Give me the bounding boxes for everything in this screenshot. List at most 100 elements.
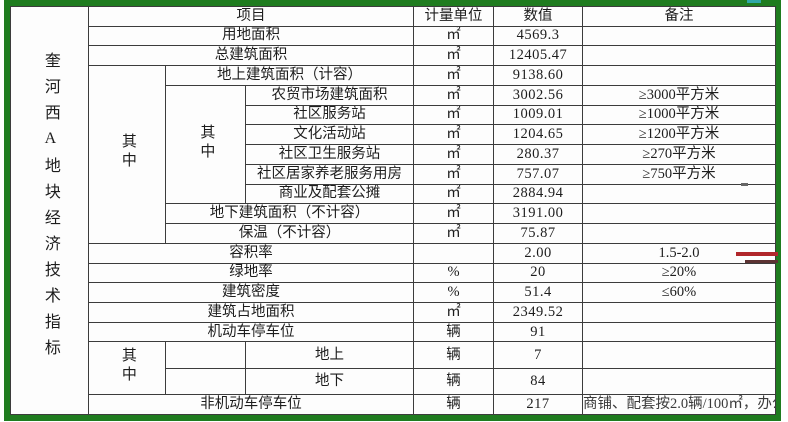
remark-cell: ≥1200平方米	[582, 124, 776, 146]
table-row: 建筑密度 % 51.4 ≤60%	[11, 282, 776, 304]
unit-cell: ㎡	[413, 203, 494, 225]
item-cell: 地下建筑面积（不计容）	[165, 203, 414, 225]
remark-cell: ≥20%	[582, 262, 776, 284]
remark-cell: ≥750平方米	[582, 163, 776, 185]
red-line-mark	[736, 252, 778, 256]
value-cell: 2349.52	[493, 302, 583, 323]
item-cell: 文化活动站	[245, 124, 414, 146]
side-title: 奎河西A地块经济技术指标	[41, 51, 59, 365]
unit-cell: ㎡	[413, 65, 494, 86]
table-row: 社区卫生服务站 ㎡ 280.37 ≥270平方米	[11, 144, 776, 165]
table-row: 容积率 2.00 1.5-2.0	[11, 242, 776, 264]
value-cell: 757.07	[493, 163, 583, 185]
remark-cell	[582, 183, 776, 205]
remark-cell	[582, 321, 776, 343]
empty-cell	[165, 341, 246, 369]
unit-cell: ㎡	[413, 104, 494, 126]
unit-cell: ㎡	[413, 223, 494, 244]
table-row: 地下 辆 84	[11, 367, 776, 396]
item-cell: 地上	[245, 341, 414, 369]
value-cell: 3002.56	[493, 84, 583, 106]
table-row: 非机动车停车位 辆 217 商铺、配套按2.0辆/100㎡，办公0.3辆/100…	[11, 394, 776, 415]
unit-cell: ㎡	[413, 84, 494, 106]
value-cell: 280.37	[493, 144, 583, 165]
item-cell: 用地面积	[88, 25, 414, 47]
unit-cell: ㎡	[413, 144, 494, 165]
header-unit: 计量单位	[413, 6, 494, 27]
table-row: 商业及配套公摊 ㎡ 2884.94	[11, 183, 776, 205]
table-row: 总建筑面积 ㎡ 12405.47	[11, 45, 776, 67]
item-cell: 保温（不计容）	[165, 223, 414, 244]
remark-cell	[582, 203, 776, 225]
table-row: 绿地率 % 20 ≥20%	[11, 262, 776, 284]
remark-note-cell: 商铺、配套按2.0辆/100㎡，办公0.3辆/100㎡	[582, 394, 776, 415]
teal-mark	[747, 0, 761, 3]
table-row: 文化活动站 ㎡ 1204.65 ≥1200平方米	[11, 124, 776, 146]
unit-cell: 辆	[413, 341, 494, 369]
table-row: 其中 地上建筑面积（计容） ㎡ 9138.60	[11, 65, 776, 244]
remark-cell	[582, 223, 776, 244]
item-cell: 商业及配套公摊	[245, 183, 414, 205]
item-cell: 地下	[245, 367, 414, 396]
unit-cell: ㎡	[413, 45, 494, 67]
value-cell: 84	[493, 367, 583, 396]
remark-cell: ≤60%	[582, 282, 776, 304]
table-row: 机动车停车位 辆 91	[11, 321, 776, 343]
qizhong-parking-cell: 其中	[88, 341, 166, 396]
item-cell: 机动车停车位	[88, 321, 414, 343]
unit-cell: 辆	[413, 394, 494, 415]
value-cell: 7	[493, 341, 583, 369]
empty-cell	[165, 367, 246, 396]
table-row: 社区居家养老服务用房 ㎡ 757.07 ≥750平方米	[11, 163, 776, 185]
item-cell: 地上建筑面积（计容）	[165, 65, 414, 86]
remark-cell	[582, 25, 776, 47]
qizhong-level1-cell: 其中	[88, 65, 166, 244]
remark-cell	[582, 341, 776, 369]
gray-tick-mark	[741, 183, 748, 186]
unit-cell: %	[413, 282, 494, 304]
value-cell: 2.00	[493, 242, 583, 264]
table-row: 其中 农贸市场建筑面积 ㎡ 3002.56 ≥3000平方米	[11, 84, 776, 205]
item-cell: 绿地率	[88, 262, 414, 284]
header-remark: 备注	[582, 6, 776, 27]
unit-cell: ㎡	[413, 25, 494, 47]
item-cell: 社区服务站	[245, 104, 414, 126]
item-cell: 容积率	[88, 242, 414, 264]
value-cell: 2884.94	[493, 183, 583, 205]
value-cell: 75.87	[493, 223, 583, 244]
table-row: 其中 地上 辆 7	[11, 341, 776, 396]
unit-cell: ㎡	[413, 124, 494, 146]
value-cell: 91	[493, 321, 583, 343]
remark-cell	[582, 65, 776, 86]
header-value: 数值	[493, 6, 583, 27]
economic-indicator-table: 奎河西A地块经济技术指标 项目 计量单位 数值 备注 用地面积 ㎡ 4569.3…	[10, 6, 776, 415]
header-item: 项目	[88, 6, 414, 27]
remark-cell: ≥3000平方米	[582, 84, 776, 106]
qizhong-level2-cell: 其中	[165, 84, 246, 205]
unit-cell: 辆	[413, 321, 494, 343]
value-cell: 12405.47	[493, 45, 583, 67]
value-cell: 217	[493, 394, 583, 415]
table-row: 用地面积 ㎡ 4569.3	[11, 25, 776, 47]
remark-cell	[582, 302, 776, 323]
value-cell: 4569.3	[493, 25, 583, 47]
unit-cell: ㎡	[413, 302, 494, 323]
table-row: 建筑占地面积 ㎡ 2349.52	[11, 302, 776, 323]
item-cell: 建筑占地面积	[88, 302, 414, 323]
value-cell: 9138.60	[493, 65, 583, 86]
item-cell: 总建筑面积	[88, 45, 414, 67]
unit-cell: ㎡	[413, 163, 494, 185]
item-cell: 社区居家养老服务用房	[245, 163, 414, 185]
dark-red-line-mark	[745, 260, 778, 263]
unit-cell: 辆	[413, 367, 494, 396]
remark-cell	[582, 45, 776, 67]
unit-cell: %	[413, 262, 494, 284]
item-cell: 非机动车停车位	[88, 394, 414, 415]
remark-cell	[582, 367, 776, 396]
side-title-cell: 奎河西A地块经济技术指标	[10, 6, 89, 415]
value-cell: 20	[493, 262, 583, 284]
table-header-row: 奎河西A地块经济技术指标 项目 计量单位 数值 备注	[10, 6, 776, 415]
remark-cell: ≥1000平方米	[582, 104, 776, 126]
unit-cell	[413, 242, 494, 264]
item-cell: 农贸市场建筑面积	[245, 84, 414, 106]
